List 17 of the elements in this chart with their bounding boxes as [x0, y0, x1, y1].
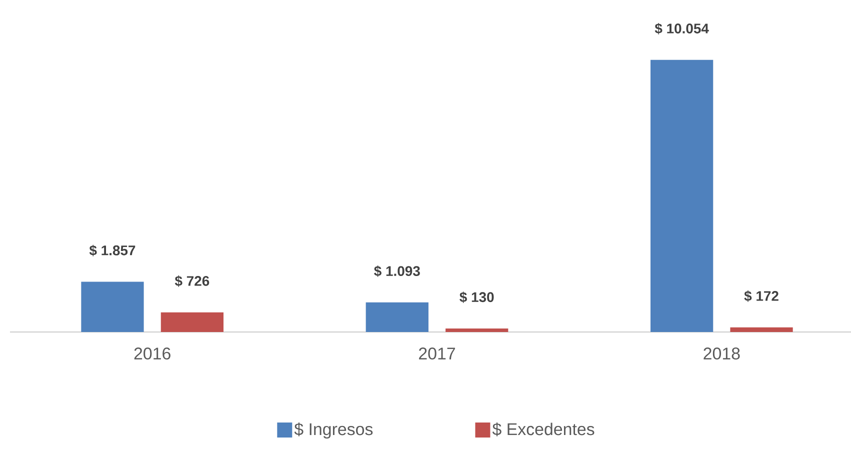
legend-label: $ Excedentes [492, 422, 594, 436]
bar [730, 327, 793, 332]
bar [366, 302, 428, 332]
data-label: $ 1.857 [89, 244, 136, 256]
x-tick-label: 2018 [704, 348, 740, 360]
data-label: $ 10.054 [654, 22, 709, 34]
legend-label: $ Ingresos [294, 422, 373, 439]
data-label: $ 726 [174, 275, 210, 287]
x-tick-label: 2017 [419, 348, 455, 360]
data-label: $ 1.093 [374, 266, 420, 277]
bar [160, 312, 224, 332]
bar [650, 60, 714, 332]
data-label: $ 130 [460, 292, 494, 303]
x-tick-label: 2016 [134, 348, 170, 360]
data-label: $ 172 [744, 290, 778, 302]
bar [446, 328, 508, 332]
bar [81, 282, 144, 332]
